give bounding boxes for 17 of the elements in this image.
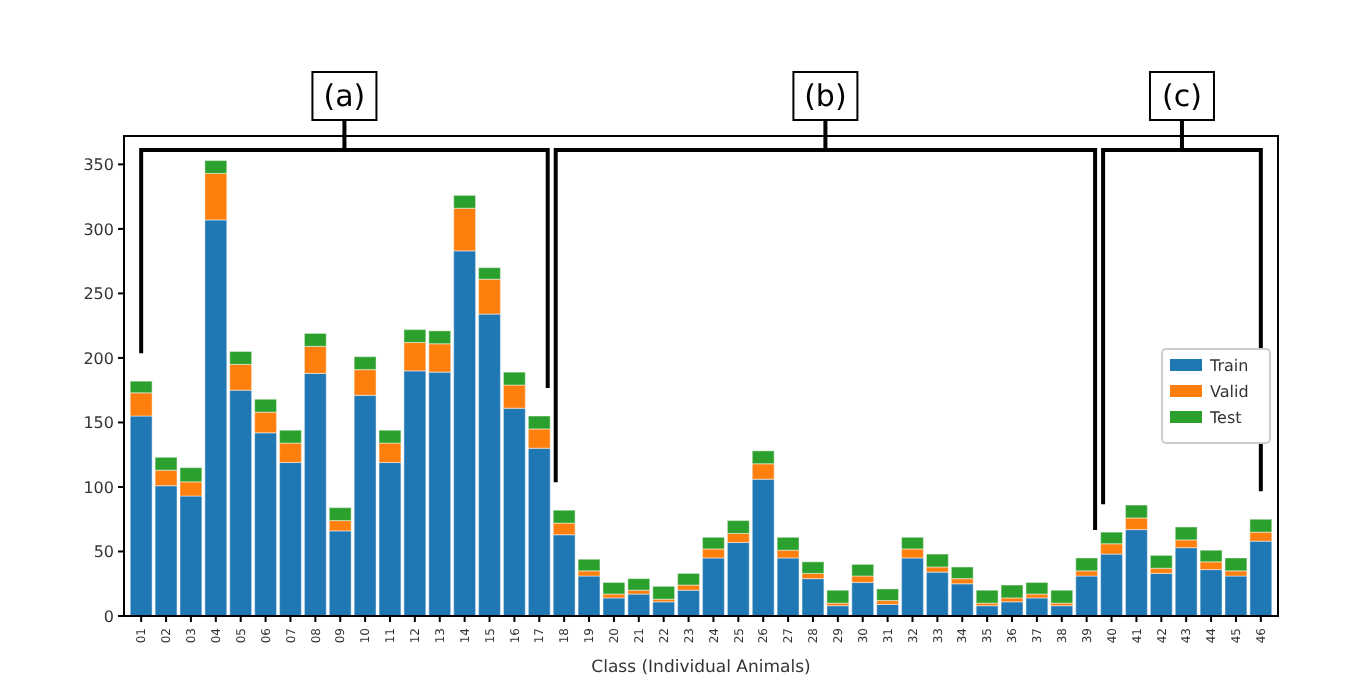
legend-label: Valid [1210,382,1249,401]
y-tick-label: 300 [83,220,114,239]
y-tick-label: 200 [83,349,114,368]
legend-label: Train [1208,356,1249,375]
text: (b) [804,78,847,114]
y-tick-label: 150 [83,414,114,433]
bar [851,563,875,577]
bar [1174,526,1198,541]
y-tick-label: 350 [83,155,114,174]
y-tick-label: 0 [103,607,114,626]
y-tick-label: 50 [93,543,114,562]
y-tick-label: 100 [83,478,114,497]
x-axis-title: Class (Individual Animals) [591,658,811,678]
text: (a) [323,78,366,114]
y-tick-label: 250 [83,285,114,304]
legend-label: Test [1208,408,1242,427]
text: (c) [1162,78,1202,114]
